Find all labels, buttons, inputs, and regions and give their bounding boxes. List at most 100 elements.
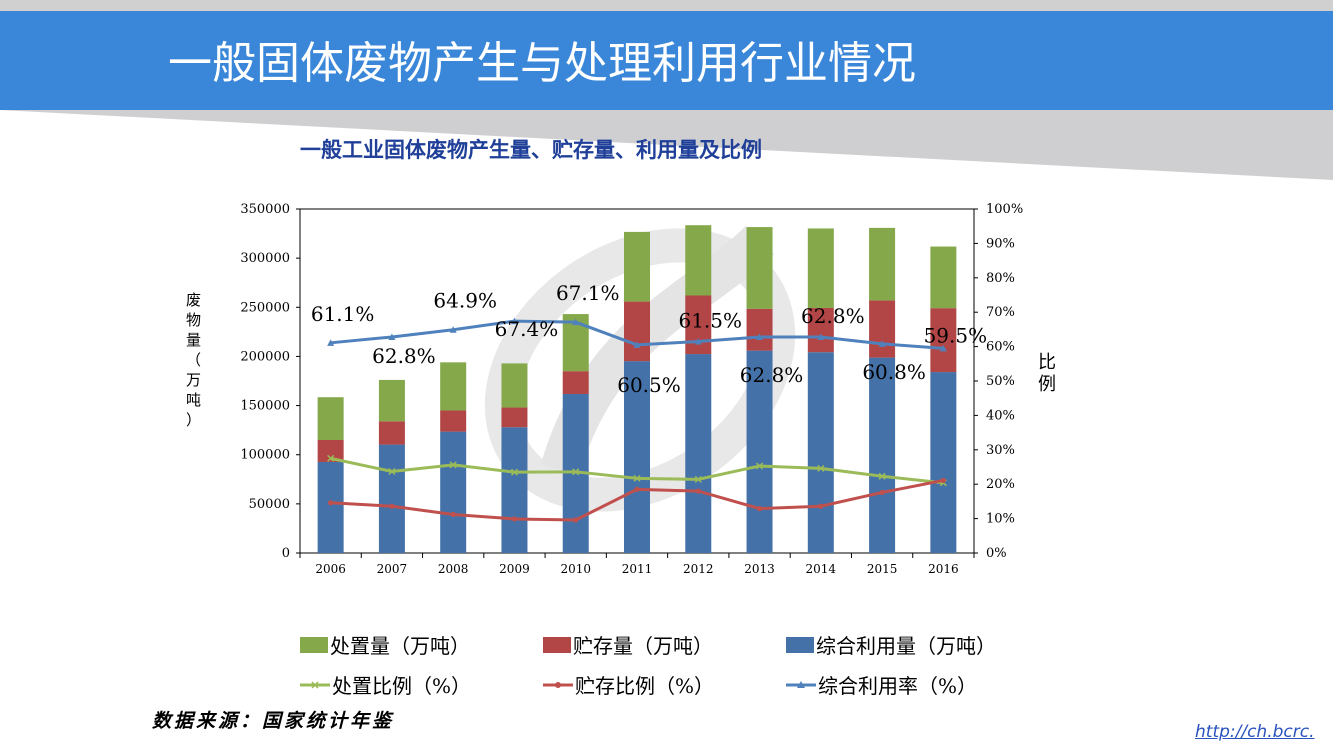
legend-label: 综合利用量（万吨） (816, 634, 996, 658)
legend-marker (311, 680, 319, 689)
bar-segment (317, 439, 344, 462)
data-point (940, 477, 946, 484)
source-note: 数据来源：国家统计年鉴 (152, 710, 395, 732)
bar-segment (501, 407, 528, 428)
data-point (388, 467, 396, 476)
legend-label: 贮存量（万吨） (573, 634, 713, 658)
bar-segment (624, 361, 650, 553)
bar-segment (317, 461, 344, 553)
bar-segment (930, 246, 957, 309)
x-tick-label: 2012 (683, 562, 714, 576)
data-point (449, 461, 457, 469)
y-tick-label: 350000 (240, 202, 290, 217)
y-tick-label: 300000 (240, 251, 290, 266)
y2-tick-label: 10% (986, 512, 1015, 527)
y2-tick-label: 50% (986, 374, 1015, 389)
legend-line-icon (543, 681, 573, 688)
axis-title-char: 万 (186, 371, 202, 389)
rate-data-label: 67.4% (495, 317, 559, 341)
bar-segment (746, 350, 773, 553)
gray-wedge-decoration (0, 110, 1333, 180)
legend-marker (555, 681, 561, 688)
header-bar (0, 11, 1333, 110)
bar-segment (624, 231, 650, 302)
axis-title-char: ） (186, 411, 202, 429)
legend-item: 贮存量（万吨） (543, 630, 713, 659)
axis-title-char: 吨 (186, 391, 202, 409)
bar-segment (501, 427, 528, 553)
bar-segment (685, 354, 712, 553)
axis-title-char: 废 (186, 291, 202, 309)
data-point (694, 337, 702, 345)
data-point (878, 340, 886, 347)
data-point (634, 486, 640, 492)
bar-segment (685, 225, 712, 296)
x-tick-label: 2009 (499, 562, 530, 576)
y2-tick-label: 30% (986, 443, 1015, 458)
bar-segment (317, 397, 344, 440)
rate-data-label: 60.5% (617, 373, 681, 397)
legend-line-icon (300, 680, 330, 689)
data-point (572, 468, 580, 476)
bar-segment (746, 308, 773, 351)
data-point (328, 500, 334, 506)
data-point (818, 503, 824, 509)
data-point (879, 489, 885, 496)
legend-label: 贮存比例（%） (575, 674, 715, 698)
rate-data-label: 61.5% (678, 308, 742, 332)
data-point (511, 516, 518, 522)
rate-data-label: 59.5% (924, 323, 988, 347)
x-tick-label: 2011 (622, 562, 653, 576)
data-point (573, 517, 579, 523)
bar-segment (378, 379, 405, 422)
footer-link[interactable]: http://ch.bcrc. (1195, 722, 1315, 742)
legend-label: 处置比例（%） (332, 674, 472, 698)
chart-title: 一般工业固体废物产生量、贮存量、利用量及比例 (300, 138, 762, 162)
bar-segment (746, 227, 773, 309)
legend-swatch (786, 636, 814, 653)
bar-segment (378, 444, 405, 553)
y2-tick-label: 90% (986, 236, 1015, 251)
data-point (756, 333, 764, 340)
legend-label: 综合利用率（%） (818, 674, 978, 698)
data-point (694, 475, 702, 483)
x-tick-label: 2008 (438, 562, 469, 576)
x-tick-label: 2013 (744, 562, 775, 576)
x-tick-label: 2007 (377, 562, 408, 576)
legend-item: 综合利用量（万吨） (786, 630, 996, 659)
axis-title-char: 例 (1038, 374, 1056, 395)
bar-segment (440, 431, 467, 553)
y2-tick-label: 60% (986, 340, 1015, 355)
bar-segment (562, 371, 589, 394)
bar-segment (869, 227, 896, 301)
axis-title-char: 物 (186, 311, 202, 329)
data-point (695, 488, 701, 494)
legend-item: 贮存比例（%） (543, 670, 714, 699)
data-point (510, 317, 518, 325)
bar-segment (930, 372, 957, 553)
bar-segment (378, 421, 405, 445)
bar-segment (501, 363, 528, 408)
data-point (389, 503, 395, 509)
page-title: 一般固体废物产生与处理利用行业情况 (168, 38, 916, 89)
data-point (817, 333, 825, 340)
y2-tick-label: 0% (986, 546, 1007, 561)
data-point (817, 464, 825, 472)
rate-data-label: 61.1% (311, 302, 375, 326)
data-point (572, 318, 580, 326)
x-tick-label: 2015 (867, 562, 898, 576)
data-point (756, 462, 764, 470)
data-point (510, 468, 518, 476)
bar-segment (807, 352, 834, 553)
data-point (450, 511, 456, 518)
rate-data-label: 62.8% (740, 363, 804, 387)
y2-tick-label: 20% (986, 477, 1015, 492)
data-point (633, 341, 641, 348)
data-point (449, 326, 457, 333)
rate-data-label: 64.9% (433, 289, 497, 313)
y2-tick-label: 80% (986, 271, 1015, 286)
legend-item: 综合利用率（%） (786, 670, 977, 699)
data-point (388, 333, 396, 340)
bar-segment (624, 301, 650, 362)
